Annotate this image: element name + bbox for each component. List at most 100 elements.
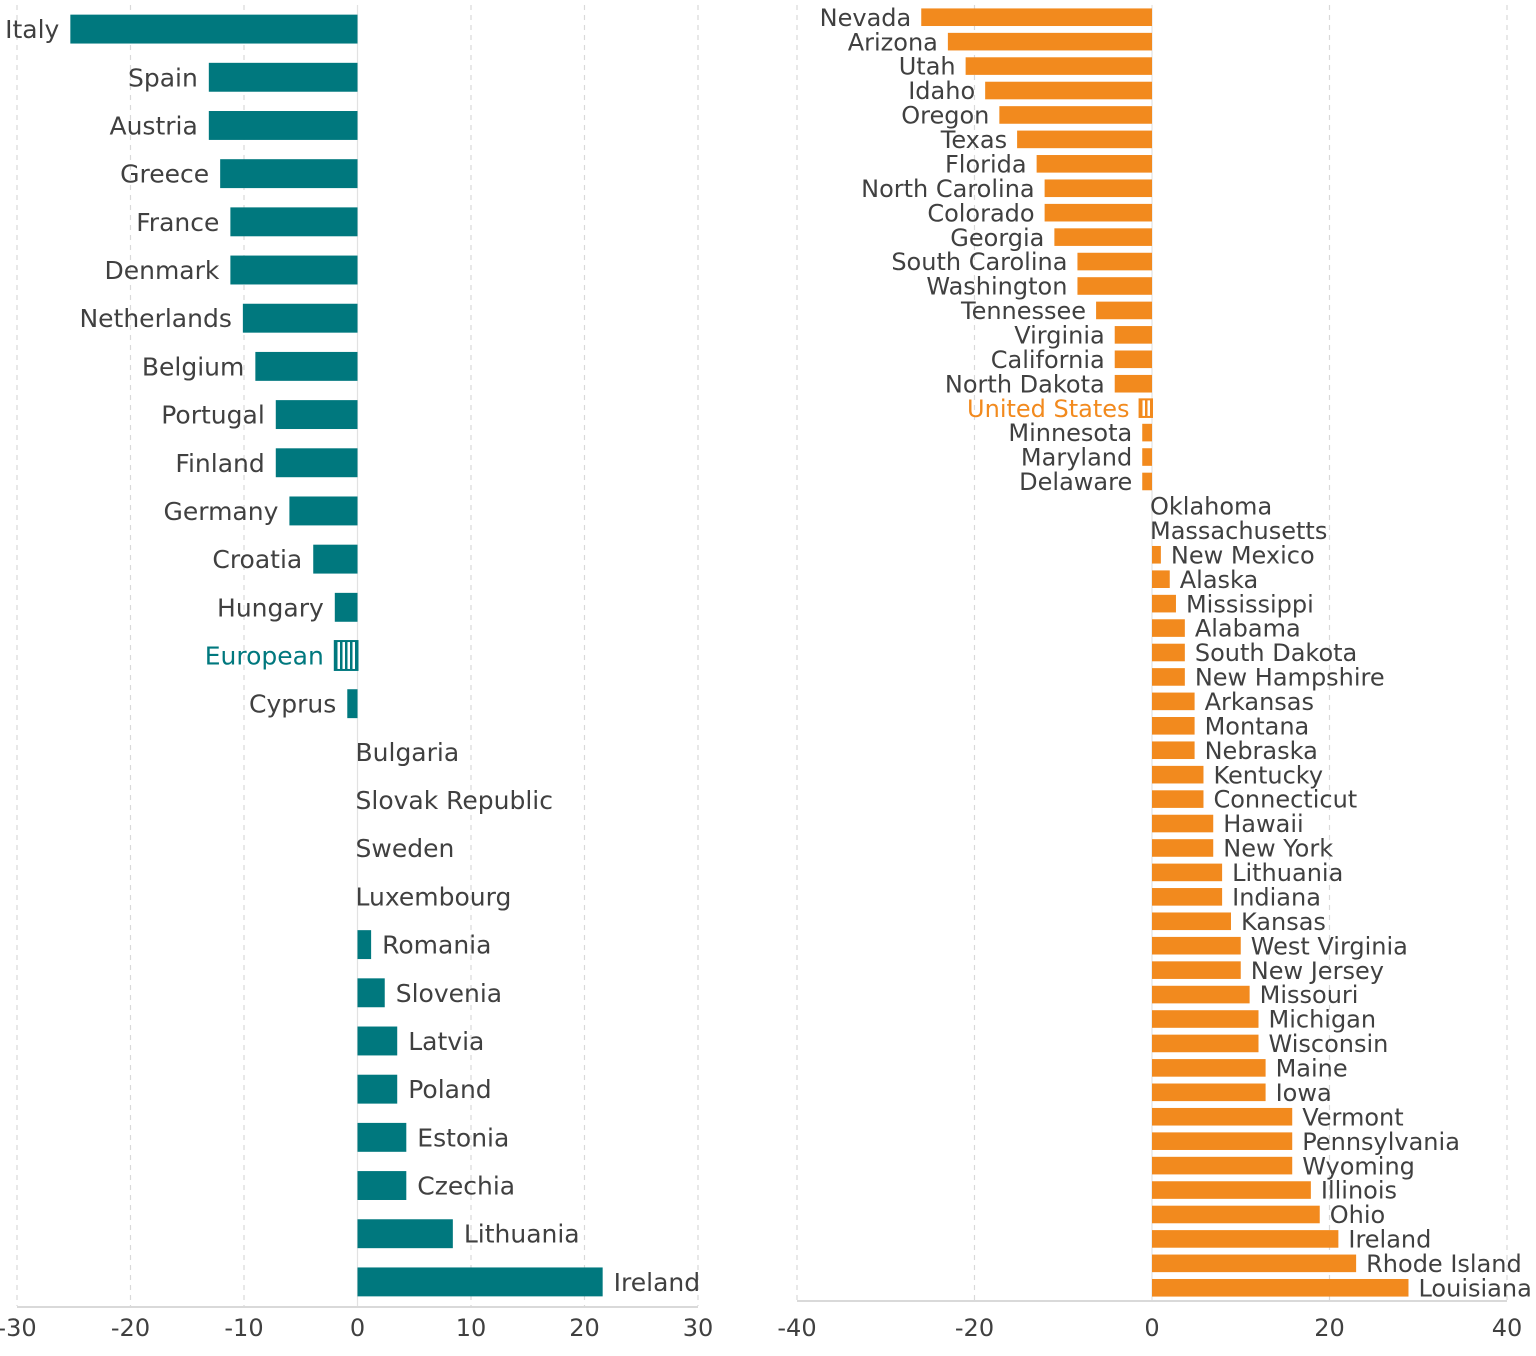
us-tick-label: 20 [1314,1314,1345,1342]
europe-category-label: Slovak Republic [356,786,554,815]
us-bar [1142,448,1152,466]
us-category-label: Kentucky [1213,761,1323,789]
europe-bar [334,592,358,622]
us-category-label: West Virginia [1251,932,1408,960]
us-category-label: Delaware [1019,468,1132,496]
us-category-label: Virginia [1014,321,1105,349]
europe-tick-label: -10 [224,1314,263,1342]
us-category-label: Ohio [1330,1201,1385,1229]
us-category-label: Michigan [1269,1006,1377,1034]
us-tick-label: 0 [1144,1314,1159,1342]
us-category-label: Nebraska [1205,737,1318,765]
us-category-label: Wisconsin [1269,1030,1389,1058]
europe-tick-label: 20 [569,1314,600,1342]
europe-category-label: Sweden [356,834,455,863]
us-bar [1152,692,1195,711]
us-bar [1152,1132,1293,1150]
us-category-label: Texas [940,126,1007,154]
europe-bar [357,930,372,960]
us-tick-label: 40 [1492,1314,1523,1342]
us-category-label: Montana [1205,712,1310,740]
us-bar [1142,423,1152,442]
europe-bar [242,303,358,333]
us-category-label: California [991,346,1105,374]
us-bar [1152,545,1161,564]
us-bar [1077,277,1152,295]
us-category-label: North Dakota [945,370,1105,398]
us-bar [1017,130,1152,149]
europe-category-label: Lithuania [464,1220,580,1249]
us-category-label: Illinois [1321,1177,1397,1205]
us-bar [1152,668,1185,686]
us-category-label: Washington [926,273,1067,301]
us-bar [1142,472,1152,491]
us-category-label: Rhode Island [1366,1250,1522,1278]
europe-category-label: Czechia [417,1172,515,1201]
europe-category-label: Cyprus [249,690,336,719]
europe-bar [230,255,358,285]
europe-bar [208,111,358,140]
us-category-label: Tennessee [960,297,1086,325]
us-category-label: New Hampshire [1195,664,1385,692]
us-bar [1152,1278,1409,1297]
us-category-label: Maine [1276,1055,1348,1083]
europe-category-label: Latvia [408,1027,484,1056]
us-category-label: Arizona [848,28,938,56]
europe-category-label: Spain [128,63,198,92]
us-bar [1152,1254,1357,1273]
us-bar [1152,1034,1259,1053]
europe-bar [333,640,359,671]
us-category-label: South Dakota [1195,639,1357,667]
europe-bar [357,1122,407,1152]
us-category-label: New Mexico [1171,541,1315,569]
us-bar [1152,839,1214,857]
us-bar [1152,814,1214,833]
us-category-label: Indiana [1232,883,1321,911]
europe-bar [275,400,358,430]
europe-category-label: Germany [163,497,278,526]
us-bar [965,57,1152,75]
us-bar [1152,790,1204,808]
us-bar [1152,1230,1339,1248]
us-bar [947,32,1152,51]
europe-bar [220,159,358,189]
us-category-label: Louisiana [1418,1274,1531,1302]
us-category-label: Vermont [1302,1103,1403,1131]
us-category-label: Wyoming [1302,1152,1415,1180]
us-category-label: Hawaii [1223,810,1303,838]
europe-category-label: Estonia [417,1123,509,1152]
europe-category-label: European [205,642,324,671]
europe-bar [357,1074,398,1104]
us-bar [1138,398,1153,418]
europe-tick-label: -20 [111,1314,150,1342]
europe-bar [289,496,358,526]
europe-category-label: Denmark [104,256,219,285]
us-category-label: Kansas [1241,908,1326,936]
us-bar [1152,1205,1320,1224]
us-bar [1152,961,1241,979]
us-bar [921,8,1152,27]
us-category-label: Mississippi [1186,590,1314,618]
us-category-label: Maryland [1021,444,1132,472]
us-category-label: Iowa [1276,1079,1332,1107]
europe-category-label: Netherlands [79,304,231,333]
us-bar [1152,717,1195,735]
europe-category-label: Luxembourg [356,882,512,911]
europe-bar [357,1267,603,1297]
europe-bar [208,62,358,92]
us-bar [1152,936,1241,955]
us-bar [1152,863,1223,882]
us-bar [1152,1107,1293,1126]
europe-tick-label: 0 [350,1314,365,1342]
us-bar [1152,1156,1293,1175]
europe-category-label: Croatia [212,545,302,574]
us-bar [1114,326,1152,344]
us-bar [1044,179,1152,198]
europe-category-label: Slovenia [396,979,502,1008]
europe-category-label: Bulgaria [356,738,460,767]
us-bar [1152,619,1185,637]
us-category-label: Pennsylvania [1302,1128,1460,1156]
europe-category-label: Belgium [142,352,245,381]
europe-bar [255,351,358,381]
